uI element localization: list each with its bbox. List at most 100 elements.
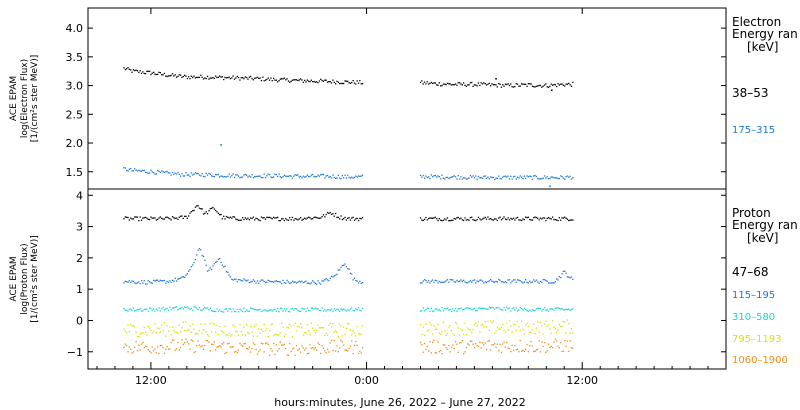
y-tick-label: 4.0 [66, 22, 84, 35]
data-point [163, 322, 166, 324]
data-point [355, 218, 357, 220]
data-point [479, 341, 481, 343]
data-point [543, 84, 546, 86]
data-point [263, 280, 265, 283]
data-point [138, 71, 140, 74]
data-point [322, 80, 325, 82]
data-point [286, 326, 288, 328]
data-point [510, 83, 512, 85]
data-point [347, 322, 349, 325]
x-tick-label: 12:00 [566, 374, 598, 387]
data-point [473, 307, 476, 309]
data-point [442, 83, 445, 85]
data-point [127, 170, 129, 172]
data-point [260, 216, 263, 218]
data-point [268, 309, 271, 311]
data-point [232, 279, 234, 281]
data-point [534, 174, 536, 177]
data-point [531, 281, 534, 283]
data-point [484, 320, 486, 323]
data-point [508, 178, 511, 180]
data-point [149, 350, 151, 353]
data-point [457, 351, 459, 353]
data-point [177, 341, 179, 344]
data-point [465, 347, 467, 349]
data-point [500, 309, 503, 311]
data-point [198, 248, 201, 250]
data-point [177, 278, 179, 280]
data-point [228, 274, 230, 276]
data-point [213, 263, 215, 265]
data-point [347, 174, 349, 176]
data-point [340, 82, 342, 85]
data-point [516, 83, 519, 85]
data-point [166, 170, 168, 173]
data-point [521, 350, 523, 352]
data-point [208, 78, 210, 80]
data-point [357, 352, 360, 355]
data-point [282, 279, 284, 282]
data-point [510, 325, 512, 327]
data-point [349, 82, 352, 84]
data-point [286, 354, 288, 356]
data-point [126, 169, 128, 172]
data-point [436, 176, 438, 178]
data-point [503, 329, 505, 332]
data-point [278, 311, 280, 313]
data-point [188, 215, 190, 217]
data-point [460, 176, 462, 178]
data-point [247, 348, 249, 350]
data-point [193, 209, 195, 212]
data-point [530, 332, 532, 334]
data-point [124, 68, 126, 71]
data-point [277, 216, 279, 218]
data-point [561, 83, 563, 85]
data-point [533, 309, 535, 312]
data-point [351, 217, 353, 219]
data-point [184, 74, 186, 76]
data-point [185, 338, 187, 340]
data-point [448, 220, 450, 222]
data-point [135, 69, 137, 71]
data-point [157, 327, 159, 329]
data-point [472, 343, 474, 345]
data-point [309, 310, 311, 312]
data-point [572, 81, 574, 84]
electron-y-axis-label: ACE EPAM log(Electron Flux) [1/(cm²s ster … [9, 55, 40, 142]
data-point [206, 340, 209, 342]
data-point [568, 176, 570, 178]
data-point [469, 329, 472, 331]
data-point [557, 177, 559, 180]
data-point [266, 281, 268, 283]
data-point [425, 175, 427, 177]
data-point [341, 309, 343, 311]
data-point [212, 265, 214, 267]
data-point [492, 320, 494, 322]
data-point [260, 342, 263, 344]
data-point [515, 178, 517, 180]
data-point [453, 309, 455, 312]
data-point [469, 82, 472, 84]
data-point [153, 71, 155, 73]
data-point [186, 174, 188, 176]
data-point [529, 83, 531, 85]
data-point [170, 309, 172, 311]
data-point [178, 349, 180, 351]
data-point [278, 80, 280, 82]
data-point [539, 178, 542, 180]
data-point [153, 308, 155, 310]
data-point [250, 217, 252, 219]
data-point [429, 177, 431, 180]
data-point [440, 178, 442, 180]
data-point [235, 350, 237, 352]
data-point [518, 219, 520, 221]
data-point [135, 309, 137, 312]
data-point [162, 74, 164, 76]
data-point [531, 309, 534, 311]
data-point [572, 278, 574, 280]
data-point [335, 274, 337, 276]
data-point [333, 308, 335, 310]
data-point [140, 219, 143, 221]
legend-unit: [keV] [747, 231, 778, 245]
data-point [477, 216, 480, 218]
